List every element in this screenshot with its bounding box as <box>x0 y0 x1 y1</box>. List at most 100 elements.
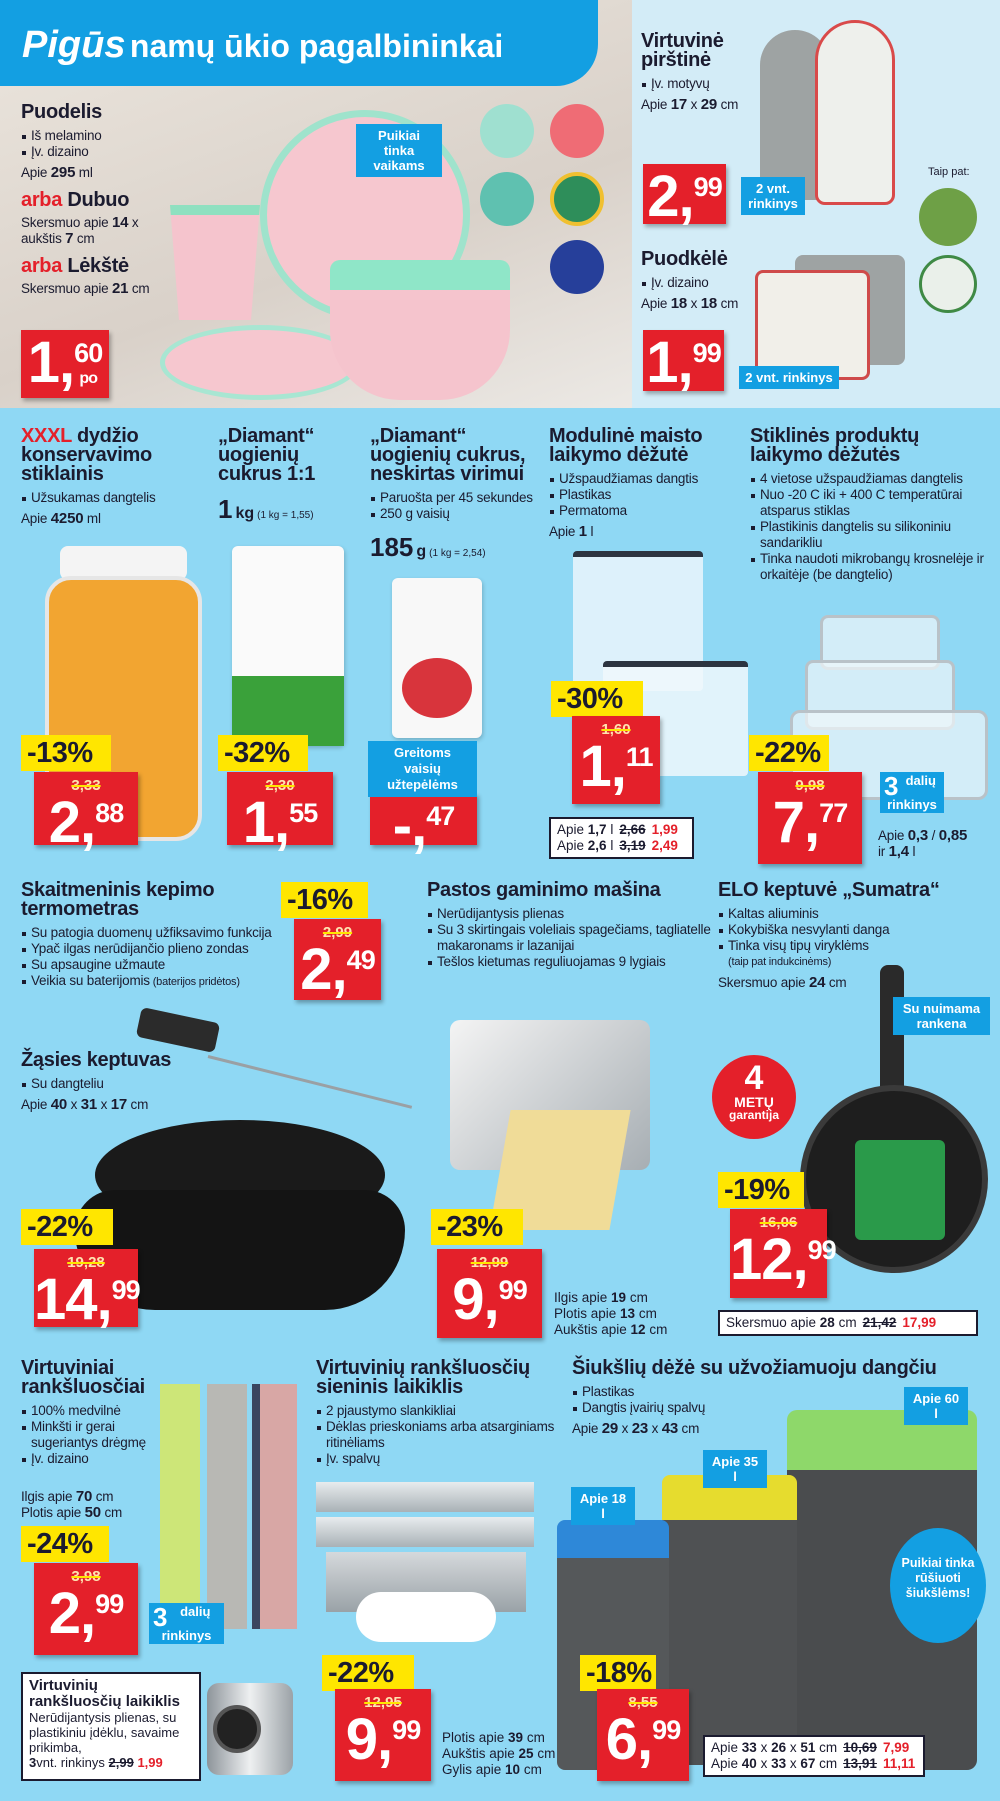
frying-pan-info: ELO keptuvė „Sumatra“ Kaltas aliuminis Kok… <box>718 879 988 991</box>
variant-row: Apie 40 x 33 x 67 cm 13,91 11,11 <box>711 1756 917 1772</box>
price-box: 1,60111 <box>572 716 660 804</box>
price-whole: 2 <box>300 941 346 999</box>
feature-item: Įv. spalvų <box>316 1451 556 1467</box>
weight-unit: kg <box>235 505 255 522</box>
current-price: 199 <box>646 334 722 392</box>
kids-badge: Puikiai tinka vaikams <box>356 124 442 177</box>
current-price: 288 <box>49 794 124 852</box>
net-weight: 185 g (1 kg = 2,54) <box>370 532 545 563</box>
feature-list: Užspaudžiamas dangtis Plastikas Permatoma <box>549 471 739 519</box>
dimension-line: Plotis apie 13 cm <box>554 1306 657 1321</box>
product-title: XXXL dydžio konservavimo stiklainis <box>21 425 206 485</box>
price-whole: 1 <box>646 334 692 392</box>
price-box: 160 po <box>21 330 109 398</box>
towel-holder-title: Virtuvinių rankšluosčių laikiklis <box>29 1677 180 1710</box>
variant-row: Skersmuo apie 28 cm 21,42 17,99 <box>726 1315 970 1331</box>
oven-mitt-info: Virtuvinė pirštinė Įv. motyvų Apie 17 x 29… <box>641 31 751 113</box>
price-whole: 12 <box>730 1231 808 1289</box>
feature-list: Įv. motyvų <box>641 76 751 92</box>
size-variants: Skersmuo apie 28 cm 21,42 17,99 <box>718 1310 978 1336</box>
weight-value: 1 <box>218 494 233 524</box>
feature-list: Kaltas aliuminis Kokybiška nesvylanti dan… <box>718 906 988 970</box>
towel-holder-box: Virtuvinių rankšluosčių laikiklis Nerūdi… <box>21 1672 201 1781</box>
set-count: 3 <box>153 1602 168 1632</box>
feature-list: 100% medvilnė Minkšti ir gerai sugerianty… <box>21 1403 171 1467</box>
warranty-years: 4 <box>744 1059 764 1097</box>
price-cents: 99 <box>652 1715 681 1745</box>
spec-line: Apie 18 x 18 cm <box>641 295 739 312</box>
feature-item: 4 vietose užspaudžiamas dangtelis <box>750 471 995 487</box>
feature-item: Įv. dizaino <box>641 275 751 291</box>
feature-list: Įv. dizaino <box>641 275 751 291</box>
price-cents: 88 <box>95 798 124 828</box>
discount-badge: -32% <box>218 735 308 771</box>
variant-row: Apie 1,7 l 2,66 1,99 <box>557 822 686 838</box>
thermometer-info: Skaitmeninis kepimo termometras Su patogi… <box>21 880 301 990</box>
price-box: 299 <box>643 164 726 226</box>
tableware-info: Puodelis Iš melamino Įv. dizaino Apie 295… <box>21 102 181 297</box>
feature-item: Veikia su baterijomis (baterijos pridėto… <box>21 973 301 990</box>
pasta-dimensions: Ilgis apie 19 cm Plotis apie 13 cm Aukštis… <box>554 1290 667 1338</box>
price-cents-value: 99 <box>652 1715 681 1745</box>
discount-badge: -22% <box>749 735 829 771</box>
price-cents-value: 47 <box>426 801 455 831</box>
spec-line: Apie 1 l <box>549 523 594 540</box>
alt-title-bowl: arba Dubuo <box>21 189 130 211</box>
feature-list: Su dangteliu <box>21 1076 281 1092</box>
price-cents-value: 55 <box>289 798 318 828</box>
page-header-banner: Pigūs namų ūkio pagalbininkai <box>0 0 598 86</box>
set-label: dalių rinkinys <box>161 1604 212 1643</box>
feature-item: Su 3 skirtingais voleliais spagečiams, t… <box>427 922 717 954</box>
spec: Apie 295 ml <box>21 164 93 181</box>
price-cents: 99 <box>112 1277 141 1304</box>
title-text: Virtuviniai rankšluosčiai <box>21 1357 145 1398</box>
price-cents: 99 <box>392 1717 421 1744</box>
price-box: 19,281499 <box>34 1249 141 1329</box>
tea-towels-info: Virtuviniai rankšluosčiai 100% medvilnė Mi… <box>21 1357 171 1521</box>
price-box: 2,99249 <box>294 919 381 1000</box>
towel-holder-image <box>207 1683 293 1775</box>
title-text: Stiklinės produktų laikymo dėžutės <box>750 425 920 466</box>
alt-title-plate: arba Lėkštė <box>21 255 129 277</box>
bullet: Iš melamino <box>21 128 181 144</box>
storage-box-image <box>563 551 753 781</box>
feature-item: Dangtis įvairių spalvų <box>572 1400 992 1416</box>
variant-size: Skersmuo apie 28 cm <box>726 1315 857 1330</box>
title-text: „Diamant“ uogienių cukrus 1:1 <box>218 425 316 485</box>
spec-line: Apie 40 x 31 x 17 cm <box>21 1096 149 1113</box>
product-title: Stiklinės produktų laikymo dėžutės <box>750 425 995 466</box>
feature-item: Su apsaugine užmaute <box>21 957 301 973</box>
bullet: Įv. dizaino <box>21 144 181 160</box>
wall-dispenser-info: Virtuvinių rankšluosčių sieninis laikikl… <box>316 1358 556 1467</box>
storage-box-info: Modulinė maisto laikymo dėžutė Užspaudžia… <box>549 426 739 540</box>
alt-design-icon <box>919 188 977 246</box>
title-text: dydžio konservavimo stiklainis <box>21 425 152 485</box>
price-whole: 1 <box>28 334 74 392</box>
price-cents-value: 99 <box>692 338 722 368</box>
price-cents-value: 11 <box>625 742 654 772</box>
price-box: 199 <box>643 330 724 392</box>
price-cents: 60 po <box>74 340 103 387</box>
price-cents-value: 88 <box>95 798 124 828</box>
pasta-maker-info: Pastos gaminimo mašina Nerūdijantysis pli… <box>427 879 717 970</box>
pasta-maker-image <box>430 1000 705 1240</box>
oven-mitt-image <box>760 10 920 210</box>
also-label: Taip pat: <box>928 166 970 178</box>
potholder-image <box>755 255 915 385</box>
feature-list: Užsukamas dangtelis <box>21 490 206 506</box>
title-text: Pastos gaminimo mašina <box>427 879 661 901</box>
set-badge: 3 dalių rinkinys <box>880 772 944 813</box>
price-box: 12,99999 <box>437 1249 542 1338</box>
warranty-label: garantija <box>728 1108 779 1122</box>
feature-list: 2 pjaustymo slankikliai Dėklas prieskonia… <box>316 1403 556 1467</box>
product-title: Modulinė maisto laikymo dėžutė <box>549 426 739 465</box>
current-price: 699 <box>606 1711 681 1769</box>
price-cents-value: 99 <box>693 172 723 202</box>
price-box: 9,98777 <box>758 772 862 864</box>
price-whole: 9 <box>346 1711 392 1769</box>
product-title: Pastos gaminimo mašina <box>427 879 717 901</box>
header-brand: Pigūs <box>22 24 126 66</box>
title-text: ELO keptuvė „Sumatra“ <box>718 879 940 901</box>
price-whole: 14 <box>34 1271 112 1329</box>
price-cents: 99 <box>808 1237 837 1264</box>
